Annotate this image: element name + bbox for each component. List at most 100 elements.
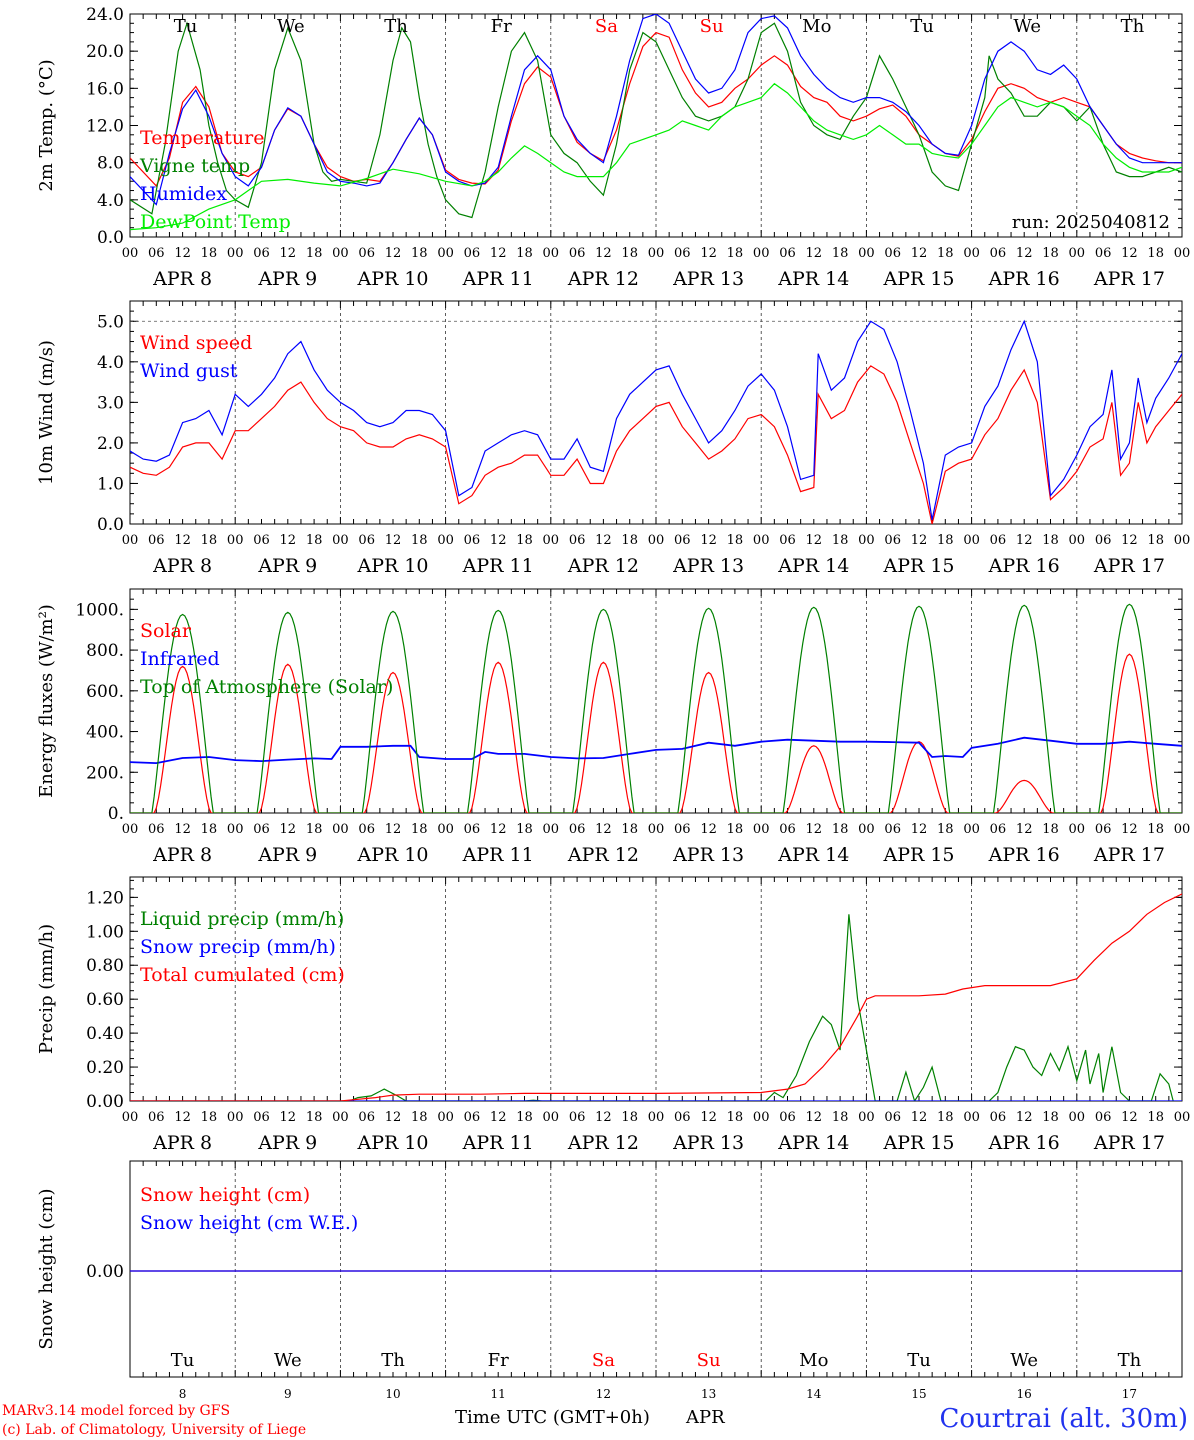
y-tick-label: 0.0 [97,228,124,248]
weekday-label: Su [700,16,724,37]
x-date-label: APR 10 [356,1132,428,1154]
y-tick-label: 3.0 [97,393,124,413]
x-date-label: APR 16 [988,844,1060,866]
x-hour-label: 18 [306,822,323,837]
x-date-label: APR 15 [882,268,954,290]
x-date-label: APR 12 [567,844,639,866]
x-date-label: APR 9 [257,844,317,866]
x-hour-label: 18 [306,533,323,548]
x-hour-label: 06 [569,246,586,261]
x-hour-label: 00 [227,822,244,837]
x-hour-label: 00 [1174,533,1191,548]
x-date-label: APR 14 [777,268,849,290]
x-hour-label: 18 [516,246,533,261]
y-tick-label: 0. [108,804,124,824]
x-date-label: APR 14 [777,844,849,866]
x-hour-label: 12 [1121,533,1138,548]
x-hour-label: 12 [490,533,507,548]
x-hour-label: 00 [648,822,665,837]
x-hour-label: 18 [1147,1110,1164,1125]
x-hour-label: 12 [174,246,191,261]
series-group [130,14,1182,231]
x-hour-label: 06 [253,822,270,837]
x-hour-label: 18 [516,1110,533,1125]
x-hour-label: 12 [1016,822,1033,837]
x-hour-label: 12 [700,533,717,548]
x-hour-label: 18 [306,1110,323,1125]
x-hour-label: 18 [727,1110,744,1125]
x-hour-label: 18 [411,822,428,837]
y-tick-label: 0.60 [86,990,124,1010]
x-date-label: APR 9 [257,268,317,290]
panel-1: 0.0 4.0 8.0 12.0 16.0 20.0 24.0 2m Temp. (°C) 00… [36,5,1190,290]
y-tick-label: 4.0 [97,191,124,211]
legend-entry: Liquid precip (mm/h) [140,908,344,930]
panel-3: 0. 200. 400. 600. 800. 1000. Energy fluxes (W/… [36,588,1190,866]
x-hour-label: 18 [516,822,533,837]
x-hour-label: 18 [1147,533,1164,548]
x-date-label: APR 10 [356,555,428,577]
x-hour-label: 12 [1121,1110,1138,1125]
x-hour-label: 00 [753,533,770,548]
y-tick-label: 0.20 [86,1058,124,1078]
x-hour-label: 12 [806,533,823,548]
x-hour-label: 06 [884,822,901,837]
legend-entry: Snow height (cm W.E.) [140,1212,358,1234]
weekday-label: Sa [595,16,618,37]
x-date-label: APR 16 [988,268,1060,290]
x-hour-label: 00 [858,533,875,548]
x-hour-label: 18 [727,246,744,261]
panel-2: 0.0 1.0 2.0 3.0 4.0 5.0 10m Wind (m/s) 00 06 12 18… [36,300,1191,577]
time-axis-label: Time UTC (GMT+0h) [455,1407,650,1428]
x-hour-label: 18 [832,533,849,548]
x-hour-label: 12 [174,822,191,837]
x-hour-label: 06 [253,533,270,548]
x-hour-label: 12 [700,822,717,837]
x-hour-label: 06 [779,533,796,548]
legend-entry: Total cumulated (cm) [140,964,345,986]
x-date-label: APR 14 [777,555,849,577]
x-date-label: APR 8 [152,268,212,290]
weekday-label: Th [381,1350,405,1371]
legend-entry: Wind speed [140,332,252,354]
x-hour-label: 00 [437,1110,454,1125]
weekday-label: Fr [491,16,512,37]
x-hour-label: 00 [963,1110,980,1125]
y-tick-label: 1.00 [86,922,124,942]
x-hour-label: 18 [1042,1110,1059,1125]
x-hour-label: 06 [990,246,1007,261]
x-date-label: APR 11 [462,844,534,866]
x-date-label: APR 15 [882,555,954,577]
y-tick-label: 800. [86,641,124,661]
x-hour-label: 00 [332,533,349,548]
x-hour-label: 12 [911,246,928,261]
x-hour-label: 12 [1121,822,1138,837]
day-number-label: 8 [179,1387,187,1401]
x-hour-label: 06 [569,822,586,837]
x-hour-label: 12 [174,1110,191,1125]
run-annotation: run: 2025040812 [1012,212,1170,233]
x-hour-label: 18 [621,246,638,261]
y-tick-label: 0.40 [86,1024,124,1044]
weekday-label: Tu [907,1350,931,1371]
y-axis-label: Precip (mm/h) [36,924,57,1054]
x-hour-label: 18 [832,246,849,261]
x-hour-label: 12 [911,822,928,837]
x-hour-label: 12 [700,246,717,261]
y-tick-label: 4.0 [97,353,124,373]
x-date-label: APR 17 [1093,1132,1165,1154]
panel-5: 0.00 Snow height (cm) Snow height (cm) Snow… [36,1160,1183,1401]
x-hour-label: 18 [937,246,954,261]
x-hour-label: 00 [227,1110,244,1125]
x-hour-label: 18 [621,533,638,548]
weekday-label: We [277,16,305,37]
x-hour-label: 12 [1016,1110,1033,1125]
y-tick-label: 12.0 [86,117,124,137]
weekday-label: Th [1118,1350,1142,1371]
series-line-dewpoint-temp [130,82,1182,231]
weekday-label: Fr [488,1350,509,1371]
x-hour-label: 12 [280,822,297,837]
x-hour-label: 12 [385,1110,402,1125]
series-group [130,603,1182,813]
